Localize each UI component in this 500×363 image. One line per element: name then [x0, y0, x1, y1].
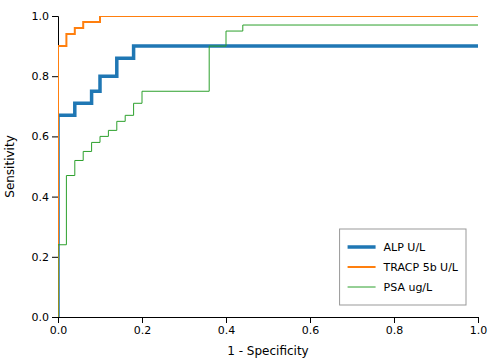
x-axis-tick: 0.4 [218, 317, 236, 337]
y-axis-tick: 1.0 [32, 10, 59, 23]
y-axis-tick: 0.4 [32, 191, 59, 204]
y-axis-tick-label: 0.2 [32, 251, 50, 264]
x-axis-tick-label: 0.6 [302, 324, 320, 337]
legend-label: ALP U/L [384, 241, 427, 254]
legend-entry: ALP U/L [348, 241, 427, 254]
y-axis-line [52, 17, 59, 318]
series-line [58, 25, 478, 317]
series-line [58, 16, 478, 317]
x-axis-tick: 0.8 [386, 317, 404, 337]
y-axis-tick-label: 0.8 [32, 70, 50, 83]
y-axis-tick-mark [52, 197, 58, 198]
x-axis-tick-mark [310, 317, 311, 323]
x-axis-line [59, 318, 479, 324]
x-axis-tick: 0.0 [50, 317, 68, 337]
legend-box [340, 229, 466, 305]
x-axis-tick-label: 0.2 [134, 324, 152, 337]
legend-swatch [348, 245, 376, 249]
y-axis-title: Sensitivity [3, 135, 17, 197]
x-axis-tick: 0.2 [134, 317, 152, 337]
y-axis-tick-label: 1.0 [32, 10, 50, 23]
y-axis-tick-label: 0.0 [32, 311, 50, 324]
lines [58, 16, 478, 317]
y-axis-tick-mark [52, 16, 58, 17]
x-axis-tick-label: 0.4 [218, 324, 236, 337]
y-axis-tick-label: 0.6 [32, 130, 50, 143]
legend-label: TRACP 5b U/L [383, 261, 459, 274]
y-axis: 0.0 0.2 0.4 0.6 0.8 1.0 [32, 10, 59, 324]
legend-label: PSA ug/L [384, 281, 434, 294]
y-axis-tick-mark [52, 136, 58, 137]
x-axis-tick-label: 1.0 [470, 324, 488, 337]
x-axis-tick: 0.6 [302, 317, 320, 337]
x-axis-tick-label: 0.8 [386, 324, 404, 337]
legend-swatch [348, 287, 376, 288]
x-axis-tick-mark [478, 317, 479, 323]
chart: 0.0 0.2 0.4 0.6 0.8 1.0 0.0 0.2 0.4 0.6 0.8 1.0 1 - … [0, 0, 500, 363]
x-axis-tick-mark [142, 317, 143, 323]
legend: ALP U/L TRACP 5b U/L PSA ug/L [340, 229, 466, 305]
y-axis-tick-mark [52, 257, 58, 258]
y-axis-tick: 0.2 [32, 251, 59, 264]
y-axis-tick: 0.0 [32, 311, 59, 324]
x-axis-tick: 1.0 [470, 317, 488, 337]
x-axis: 0.0 0.2 0.4 0.6 0.8 1.0 [50, 317, 488, 337]
plot: 0.0 0.2 0.4 0.6 0.8 1.0 0.0 0.2 0.4 0.6 0.8 1.0 1 - … [3, 10, 487, 358]
legend-swatch [348, 266, 376, 268]
y-axis-tick-label: 0.4 [32, 191, 50, 204]
x-axis-tick-mark [226, 317, 227, 323]
series-line [58, 46, 478, 317]
x-axis-tick-mark [394, 317, 395, 323]
y-axis-tick-mark [52, 317, 58, 318]
legend-entry: PSA ug/L [348, 281, 434, 294]
y-axis-tick-mark [52, 76, 58, 77]
y-axis-tick: 0.6 [32, 130, 59, 143]
y-axis-tick: 0.8 [32, 70, 59, 83]
x-axis-title: 1 - Specificity [227, 344, 308, 358]
x-axis-tick-label: 0.0 [50, 324, 68, 337]
legend-entry: TRACP 5b U/L [348, 261, 459, 274]
